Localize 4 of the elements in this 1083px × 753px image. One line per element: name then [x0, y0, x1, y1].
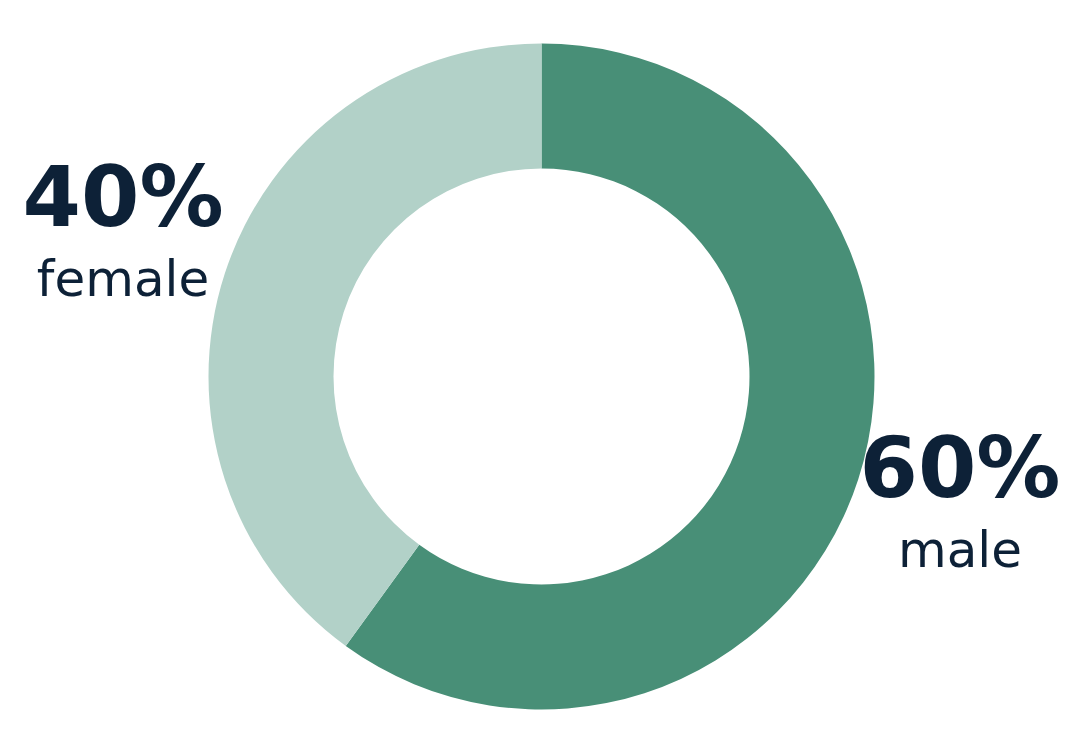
data-label: 60%: [859, 419, 1061, 518]
slice-label: female: [36, 249, 210, 308]
slice-label: male: [897, 521, 1022, 580]
data-label: 40%: [22, 147, 224, 246]
